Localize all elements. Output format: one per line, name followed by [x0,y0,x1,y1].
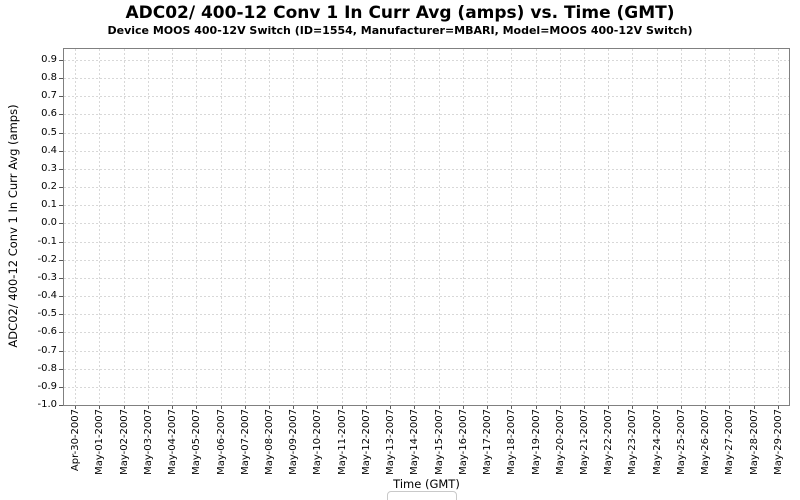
y-tick-label: 0.1 [41,199,57,210]
y-tick-label: -0.5 [37,308,57,319]
y-tick-label: -0.3 [37,272,57,283]
y-tick-label: -0.4 [37,290,57,301]
x-tick-label: May-07-2007 [239,409,251,475]
x-tick-label: May-01-2007 [93,409,105,475]
x-tick-label: May-29-2007 [772,409,784,475]
y-tick-label: -0.8 [37,363,57,374]
x-tick-label: May-18-2007 [505,409,517,475]
x-tick-label: May-27-2007 [723,409,735,475]
y-tick-label: -0.9 [37,381,57,392]
y-tick-label: -0.7 [37,345,57,356]
x-tick-label: May-06-2007 [215,409,227,475]
x-axis-title: Time (GMT) [393,477,460,491]
x-tick-label: May-21-2007 [578,409,590,475]
y-tick-label: 0.2 [41,181,57,192]
x-tick-label: May-19-2007 [530,409,542,475]
x-tick-label: May-28-2007 [748,409,760,475]
x-tick-label: May-05-2007 [190,409,202,475]
x-tick-label: May-13-2007 [384,409,396,475]
x-tick-label: May-02-2007 [118,409,130,475]
chart-title: ADC02/ 400-12 Conv 1 In Curr Avg (amps) … [125,3,675,23]
y-tick-label: -0.2 [37,254,57,265]
x-tick-label: May-12-2007 [360,409,372,475]
y-tick-label: 0.6 [41,108,57,119]
x-tick-label: May-22-2007 [602,409,614,475]
legend-box [387,491,457,500]
x-tick-label: May-25-2007 [675,409,687,475]
x-tick-label: May-08-2007 [263,409,275,475]
x-tick-label: May-17-2007 [481,409,493,475]
y-tick-label: 0.3 [41,163,57,174]
x-tick-label: May-14-2007 [408,409,420,475]
x-tick-label: May-10-2007 [311,409,323,475]
y-tick-label: -0.1 [37,236,57,247]
y-tick-label: -1.0 [37,399,57,410]
x-tick-label: May-24-2007 [651,409,663,475]
x-tick-label: May-23-2007 [626,409,638,475]
x-tick-label: May-11-2007 [336,409,348,475]
chart-subtitle: Device MOOS 400-12V Switch (ID=1554, Man… [107,24,693,37]
y-tick-label: 0.7 [41,90,57,101]
y-tick-label: 0.8 [41,72,57,83]
y-axis-title: ADC02/ 400-12 Conv 1 In Curr Avg (amps) [6,104,20,348]
x-tick-label: May-03-2007 [142,409,154,475]
y-tick-label: 0.4 [41,145,57,156]
x-tick-label: May-20-2007 [554,409,566,475]
x-tick-label: May-15-2007 [433,409,445,475]
x-tick-label: May-04-2007 [166,409,178,475]
y-tick-label: -0.6 [37,326,57,337]
x-tick-label: May-09-2007 [287,409,299,475]
y-tick-label: 0.5 [41,127,57,138]
y-tick-label: 0.9 [41,54,57,65]
x-tick-label: May-26-2007 [699,409,711,475]
y-tick-label: 0.0 [41,217,57,228]
x-tick-label: Apr-30-2007 [69,409,81,472]
x-tick-label: May-16-2007 [457,409,469,475]
